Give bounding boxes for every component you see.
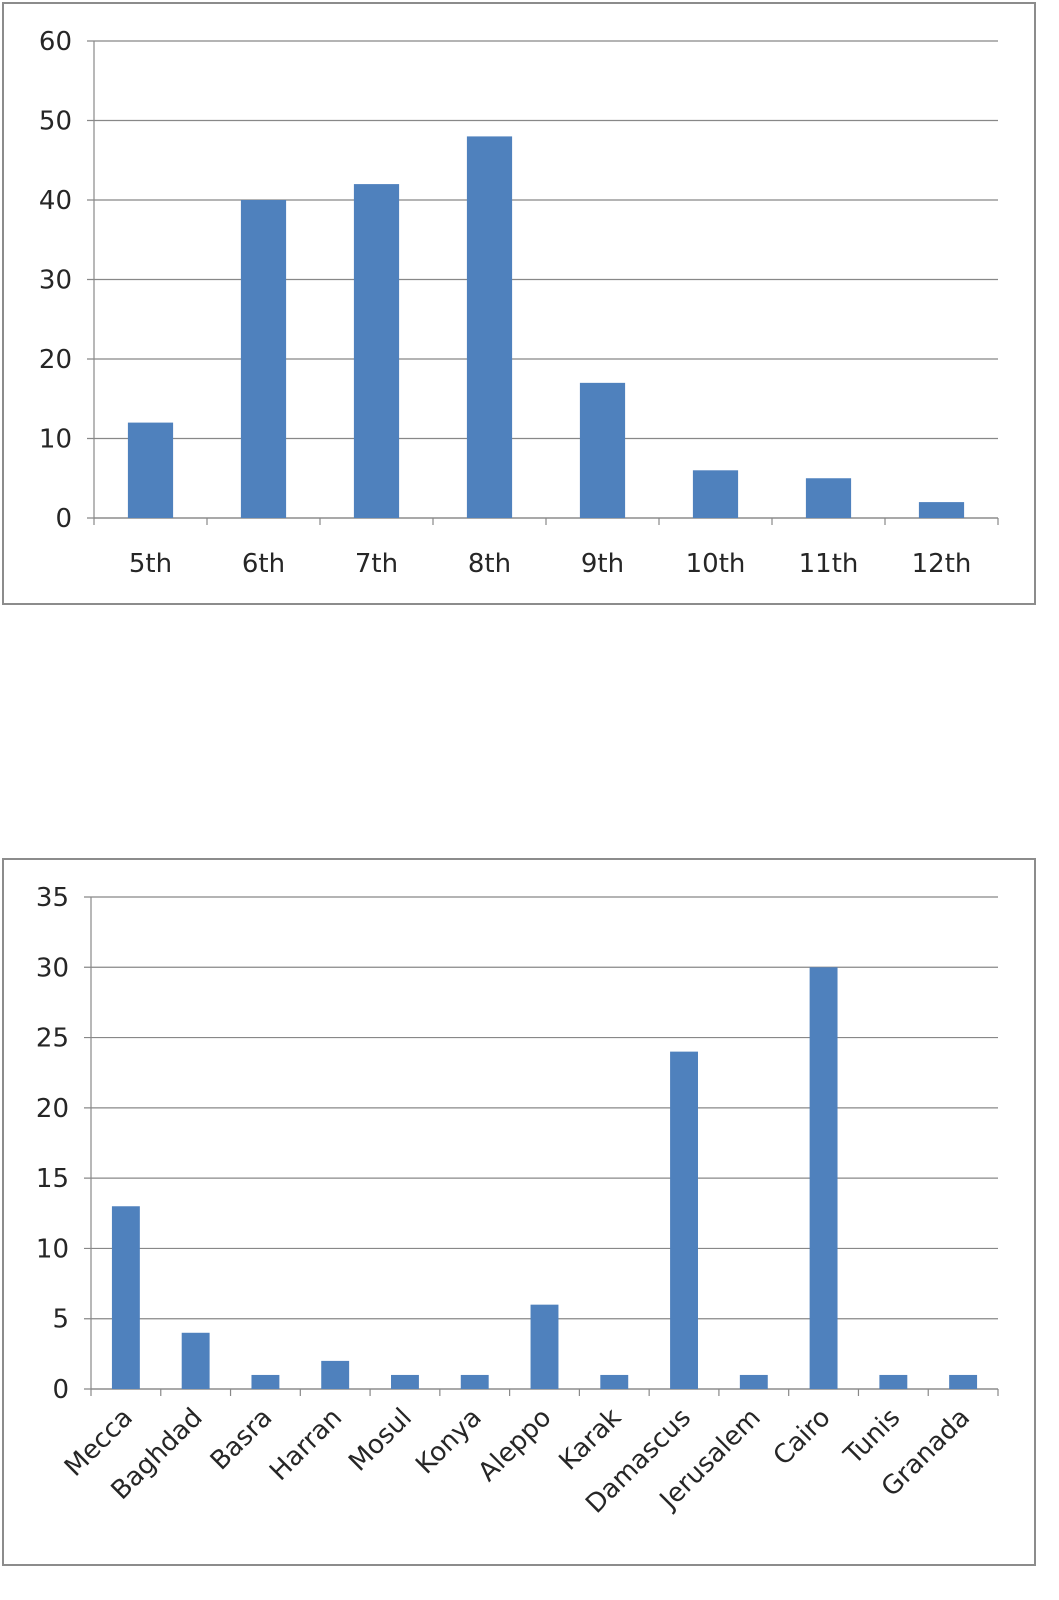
bar — [805, 478, 852, 518]
bar — [391, 1374, 419, 1389]
y-tick-label: 25 — [36, 1024, 69, 1054]
bar — [600, 1374, 629, 1389]
x-tick-label: 12th — [912, 549, 972, 579]
y-tick-label: 20 — [36, 1094, 69, 1124]
x-tick-label: 11th — [799, 549, 859, 579]
y-tick-label: 60 — [39, 27, 72, 57]
bar — [353, 184, 400, 518]
bar — [949, 1374, 978, 1389]
y-tick-label: 10 — [39, 425, 72, 455]
y-tick-label: 30 — [36, 953, 69, 983]
city-bar-chart: 05101520253035MeccaBaghdadBasraHarranMos… — [36, 883, 999, 1519]
bar — [692, 470, 739, 518]
bar — [466, 136, 513, 518]
y-tick-label: 40 — [39, 186, 72, 216]
y-tick-label: 50 — [39, 107, 72, 137]
century-chart-frame: 0 10 20 30 40 50 60 5th 6th 7th 8th 9th 10th 11th 12th — [2, 2, 1036, 605]
bar — [460, 1374, 489, 1389]
bar — [879, 1374, 908, 1389]
bar — [739, 1374, 768, 1389]
y-tick-label: 5 — [52, 1305, 69, 1335]
bar — [240, 200, 287, 518]
bar — [579, 382, 626, 518]
bar — [530, 1304, 559, 1389]
century-bar-chart: 0 10 20 30 40 50 60 5th 6th 7th 8th 9th 10th 11th 12th — [39, 27, 999, 579]
x-tick-label: Cairo — [768, 1403, 837, 1472]
y-tick-label: 35 — [36, 883, 69, 913]
x-tick-label: Mosul — [343, 1403, 418, 1478]
x-tick-label: Harran — [264, 1403, 348, 1487]
bar — [251, 1374, 280, 1389]
bar — [670, 1051, 698, 1389]
bar — [127, 422, 174, 518]
x-tick-label: 10th — [686, 549, 746, 579]
y-tick-label: 10 — [36, 1234, 69, 1264]
x-tick-label: 6th — [242, 549, 285, 579]
y-tick-label: 0 — [55, 504, 72, 534]
bar — [918, 502, 965, 518]
y-tick-label: 30 — [39, 266, 72, 296]
x-tick-label: 8th — [468, 549, 511, 579]
bar — [809, 967, 838, 1389]
bar — [111, 1206, 140, 1389]
x-tick-label: 9th — [581, 549, 624, 579]
bar — [321, 1360, 350, 1389]
x-tick-label: Aleppo — [473, 1403, 558, 1488]
y-tick-label: 0 — [52, 1375, 69, 1405]
x-tick-label: 5th — [129, 549, 172, 579]
y-tick-label: 20 — [39, 345, 72, 375]
y-tick-label: 15 — [36, 1164, 69, 1194]
x-tick-label: 7th — [355, 549, 398, 579]
bar — [181, 1332, 210, 1389]
city-chart-frame: 0 5 10 15 20 25 30 35 Mecca Baghdad Basra Harran Mos… — [2, 858, 1036, 1566]
